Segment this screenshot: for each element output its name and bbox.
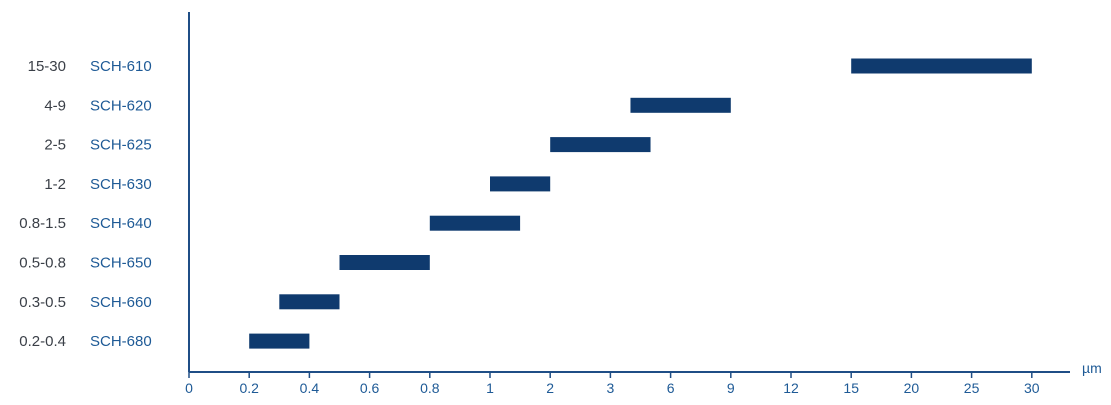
x-tick-label: 0.4 bbox=[300, 380, 320, 396]
product-code-label: SCH-680 bbox=[90, 333, 152, 350]
x-tick-label: 1 bbox=[486, 380, 494, 396]
range-bar bbox=[249, 333, 310, 349]
product-code-label: SCH-640 bbox=[90, 215, 152, 232]
chart-row: 0.3-0.5 SCH-660 bbox=[19, 294, 340, 311]
range-label: 0.5-0.8 bbox=[19, 255, 66, 272]
chart-row: 4-9 SCH-620 bbox=[44, 97, 731, 114]
product-code-label: SCH-650 bbox=[90, 255, 152, 272]
chart-row: 0.8-1.5 SCH-640 bbox=[19, 215, 521, 232]
range-label: 15-30 bbox=[28, 58, 66, 75]
range-label: 0.8-1.5 bbox=[19, 215, 66, 232]
x-tick-label: 0.6 bbox=[360, 380, 380, 396]
chart-row: 0.2-0.4 SCH-680 bbox=[19, 333, 310, 350]
range-label: 0.3-0.5 bbox=[19, 294, 66, 311]
chart-rows: 15-30 SCH-610 4-9 SCH-620 2-5 SCH-625 1-2 SCH-6… bbox=[19, 58, 1032, 350]
range-label: 1-2 bbox=[44, 176, 66, 193]
product-code-label: SCH-625 bbox=[90, 137, 152, 154]
range-bar bbox=[851, 58, 1032, 74]
product-code-label: SCH-610 bbox=[90, 58, 152, 75]
range-bar bbox=[550, 137, 651, 153]
x-tick-label: 6 bbox=[667, 380, 675, 396]
product-code-label: SCH-630 bbox=[90, 176, 152, 193]
x-ticks: 0 0.2 0.4 0.6 0.8 1 2 3 6 9 12 15 20 25 30 bbox=[185, 372, 1040, 396]
x-tick-label: 0.2 bbox=[239, 380, 259, 396]
range-bar bbox=[490, 176, 551, 192]
x-tick-label: 12 bbox=[783, 380, 799, 396]
x-tick-label: 15 bbox=[843, 380, 859, 396]
x-tick-label: 0 bbox=[185, 380, 193, 396]
chart-row: 2-5 SCH-625 bbox=[44, 137, 651, 154]
x-tick-label: 2 bbox=[546, 380, 554, 396]
range-bar bbox=[339, 255, 430, 270]
chart-row: 15-30 SCH-610 bbox=[28, 58, 1032, 75]
chart-axes bbox=[188, 12, 1070, 373]
x-tick-label: 25 bbox=[964, 380, 980, 396]
x-tick-label: 30 bbox=[1024, 380, 1040, 396]
x-tick-label: 0.8 bbox=[420, 380, 440, 396]
x-axis-unit: µm bbox=[1082, 360, 1102, 376]
x-tick-label: 3 bbox=[607, 380, 615, 396]
chart-row: 0.5-0.8 SCH-650 bbox=[19, 255, 430, 272]
range-bar bbox=[630, 97, 731, 113]
range-label: 4-9 bbox=[44, 97, 66, 114]
range-label: 2-5 bbox=[44, 137, 66, 154]
product-code-label: SCH-660 bbox=[90, 294, 152, 311]
product-code-label: SCH-620 bbox=[90, 97, 152, 114]
range-label: 0.2-0.4 bbox=[19, 333, 66, 350]
range-bar bbox=[279, 294, 340, 310]
x-tick-label: 9 bbox=[727, 380, 735, 396]
range-bar bbox=[429, 215, 521, 231]
chart-row: 1-2 SCH-630 bbox=[44, 176, 551, 193]
x-tick-label: 20 bbox=[904, 380, 920, 396]
